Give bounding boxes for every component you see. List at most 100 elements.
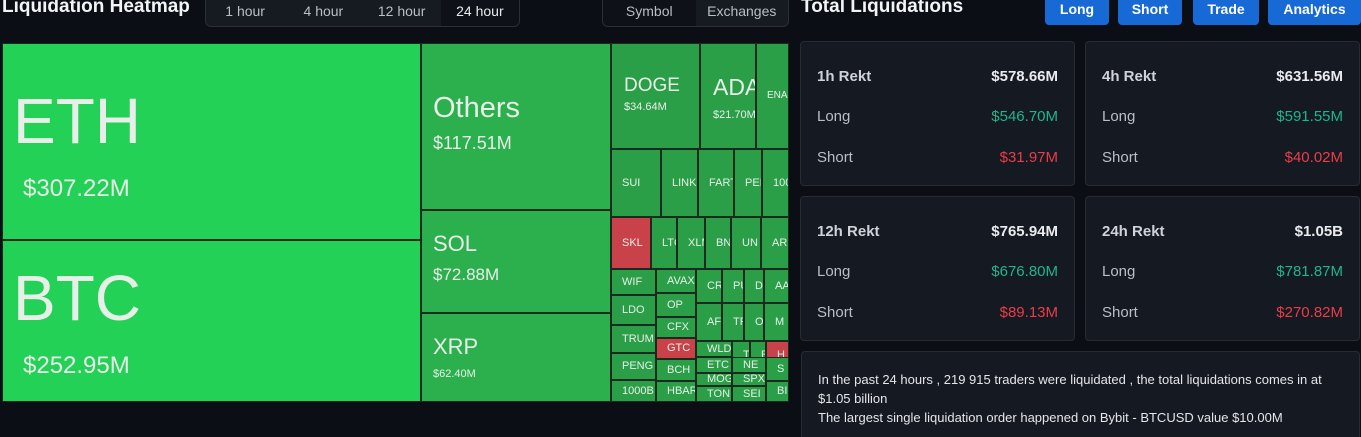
long-value: $781.87M xyxy=(1276,263,1343,280)
long-button[interactable]: Long xyxy=(1045,0,1109,25)
heatmap-tile-etc[interactable]: ETC xyxy=(696,357,732,373)
heatmap-title: Liquidation Heatmap xyxy=(2,0,190,17)
heatmap-tile-tr[interactable]: TR xyxy=(722,303,744,341)
tab-1-hour[interactable]: 1 hour xyxy=(225,2,265,19)
heatmap-tile-bn[interactable]: BN xyxy=(705,217,731,269)
heatmap-tile-avax[interactable]: AVAX xyxy=(656,269,696,293)
liquidation-heatmap: ETH $307.22M BTC $252.95M Others $117.51M SOL $… xyxy=(2,43,789,402)
heatmap-tile-xrp[interactable]: XRP $62.40M xyxy=(421,313,611,402)
heatmap-tile-big[interactable]: BIG xyxy=(766,381,789,402)
tab-24-hour[interactable]: 24 hour xyxy=(440,0,519,26)
tile-symbol: AVAX xyxy=(667,274,695,287)
heatmap-tile-af[interactable]: AF xyxy=(696,303,722,341)
heatmap-tile-fart[interactable]: FART xyxy=(698,149,734,217)
heatmap-tile-aa[interactable]: AA xyxy=(764,269,789,303)
heatmap-tile-doge[interactable]: DOGE $34.64M xyxy=(611,43,700,149)
heatmap-tile-bch[interactable]: BCH xyxy=(656,359,696,381)
short-value: $31.97M xyxy=(999,149,1058,166)
heatmap-tile-sei[interactable]: SEI xyxy=(732,386,766,402)
card-total: $1.05B xyxy=(1294,223,1343,240)
tab-exchanges[interactable]: Exchanges xyxy=(707,2,777,19)
stat-card-4h: 4h Rekt $631.56M Long $591.55M Short $40.02… xyxy=(1085,41,1360,186)
heatmap-tile-gtc[interactable]: GTC xyxy=(656,338,696,359)
heatmap-tile-100[interactable]: 100 xyxy=(762,149,789,217)
heatmap-tile-peng[interactable]: PENG xyxy=(611,353,656,380)
heatmap-tile-ltc[interactable]: LTC xyxy=(651,217,677,269)
heatmap-tile-op[interactable]: OP xyxy=(656,293,696,317)
tile-symbol: WLD xyxy=(707,342,732,355)
heatmap-tile-ton[interactable]: TON xyxy=(696,386,732,402)
tile-value: $252.95M xyxy=(23,352,130,379)
heatmap-tile-do[interactable]: DO xyxy=(744,269,764,303)
tile-symbol: TR xyxy=(733,315,743,328)
heatmap-tile-xlm[interactable]: XLM xyxy=(677,217,705,269)
heatmap-tile-eth[interactable]: ETH $307.22M xyxy=(2,43,421,240)
card-total: $578.66M xyxy=(991,68,1058,85)
heatmap-tile-wld[interactable]: WLD xyxy=(696,341,732,357)
tile-symbol: TI xyxy=(743,348,750,361)
tile-symbol: FART xyxy=(709,176,733,189)
long-value: $676.80M xyxy=(991,263,1058,280)
long-value: $546.70M xyxy=(991,108,1058,125)
tile-symbol: TON xyxy=(707,387,731,400)
tile-symbol: LINK xyxy=(672,176,697,189)
heatmap-tile-cfx[interactable]: CFX xyxy=(656,317,696,338)
tile-symbol: SOL xyxy=(433,231,478,256)
tile-symbol: LDO xyxy=(622,303,645,316)
heatmap-tile-ar[interactable]: AR xyxy=(761,217,789,269)
tile-symbol: CR xyxy=(707,279,722,292)
tab-12-hour[interactable]: 12 hour xyxy=(377,2,426,19)
stat-card-12h: 12h Rekt $765.94M Long $676.80M Short $89.1… xyxy=(800,196,1075,341)
tile-symbol: SEI xyxy=(743,387,761,400)
card-label: 24h Rekt xyxy=(1102,223,1165,240)
heatmap-tile-link[interactable]: LINK xyxy=(661,149,698,217)
heatmap-tile-pei[interactable]: PEI xyxy=(734,149,762,217)
tile-symbol: XLM xyxy=(688,236,704,249)
heatmap-tile-ne[interactable]: NE xyxy=(732,357,766,373)
tile-symbol: E xyxy=(761,349,765,361)
tile-symbol: AF xyxy=(707,315,722,328)
tile-symbol: 1000B xyxy=(622,384,654,397)
heatmap-tile-wif[interactable]: WIF xyxy=(611,269,656,295)
heatmap-tile-hbar[interactable]: HBAR xyxy=(656,381,696,402)
long-label: Long xyxy=(1102,263,1136,280)
heatmap-tile-others[interactable]: Others $117.51M xyxy=(421,43,611,210)
tile-symbol: AA xyxy=(775,279,789,292)
trade-button[interactable]: Trade xyxy=(1193,0,1259,25)
analytics-button[interactable]: Analytics xyxy=(1268,0,1361,25)
tile-symbol: PENG xyxy=(622,360,654,372)
heatmap-tile-cr[interactable]: CR xyxy=(696,269,722,303)
tile-symbol: GTC xyxy=(667,342,691,354)
heatmap-tile-m[interactable]: M xyxy=(764,303,789,341)
heatmap-tile-ada[interactable]: ADA $21.70M xyxy=(700,43,756,149)
short-value: $89.13M xyxy=(999,304,1058,321)
heatmap-tile-btc[interactable]: BTC $252.95M xyxy=(2,240,421,402)
heatmap-tile-sol[interactable]: SOL $72.88M xyxy=(421,210,611,313)
tab-4-hour[interactable]: 4 hour xyxy=(303,2,344,19)
heatmap-tile-s[interactable]: S xyxy=(766,357,789,381)
tile-symbol: UN xyxy=(742,236,758,249)
heatmap-tile-skl[interactable]: SKL xyxy=(611,217,651,269)
card-total: $765.94M xyxy=(991,223,1058,240)
heatmap-tile-un[interactable]: UN xyxy=(731,217,761,269)
tile-symbol: DOGE xyxy=(624,75,680,96)
heatmap-tile-trum[interactable]: TRUM xyxy=(611,325,656,353)
card-total: $631.56M xyxy=(1276,68,1343,85)
tile-symbol: ETH xyxy=(13,85,141,157)
short-button[interactable]: Short xyxy=(1118,0,1182,25)
heatmap-tile-pu[interactable]: PU xyxy=(722,269,744,303)
heatmap-tile-on[interactable]: ON xyxy=(744,303,764,341)
liquidation-summary: In the past 24 hours , 219 915 traders w… xyxy=(801,351,1360,437)
heatmap-tile-spx[interactable]: SPX xyxy=(732,373,766,386)
tile-symbol: SKL xyxy=(622,236,643,249)
heatmap-tile-sui[interactable]: SUI xyxy=(611,149,661,217)
tile-symbol: Others xyxy=(433,92,521,124)
heatmap-tile-ena[interactable]: ENA xyxy=(756,43,789,149)
heatmap-tile-ldo[interactable]: LDO xyxy=(611,295,656,325)
tab-symbol[interactable]: Symbol xyxy=(603,0,696,26)
tile-symbol: 100 xyxy=(773,176,788,189)
tile-symbol: TRUM xyxy=(622,332,654,345)
heatmap-tile-mog[interactable]: MOG xyxy=(696,373,732,386)
tile-symbol: XRP xyxy=(433,334,479,359)
heatmap-tile-1000b[interactable]: 1000B xyxy=(611,380,656,402)
